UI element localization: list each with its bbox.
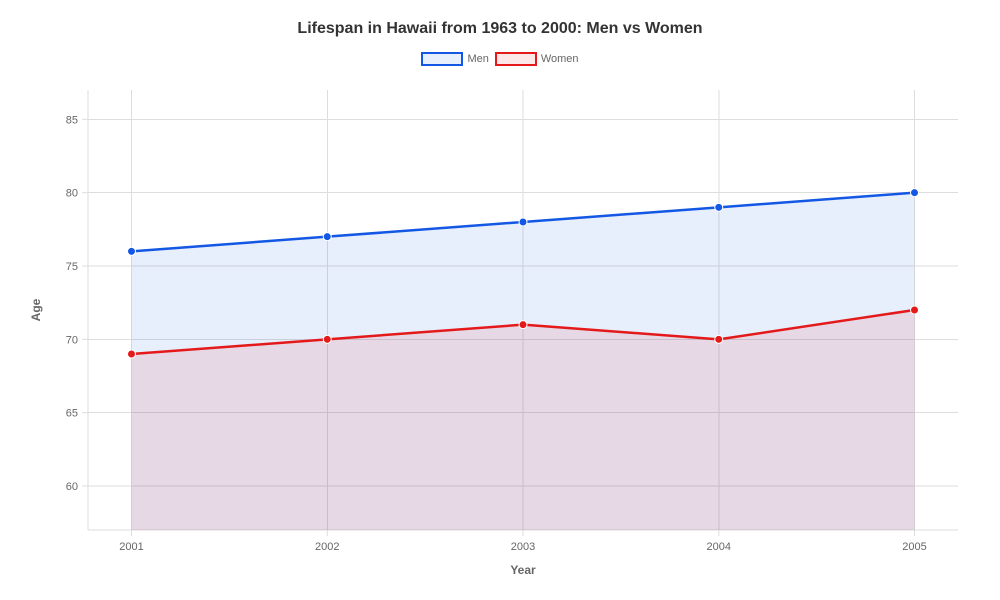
svg-text:65: 65 xyxy=(66,408,78,420)
marker-men[interactable] xyxy=(323,233,331,241)
svg-text:2001: 2001 xyxy=(119,541,143,553)
marker-men[interactable] xyxy=(911,189,919,197)
svg-text:75: 75 xyxy=(66,261,78,273)
svg-text:2005: 2005 xyxy=(902,541,926,553)
x-axis-title: Year xyxy=(510,563,536,577)
marker-women[interactable] xyxy=(128,350,136,358)
marker-men[interactable] xyxy=(128,247,136,255)
marker-women[interactable] xyxy=(911,306,919,314)
svg-text:2002: 2002 xyxy=(315,541,339,553)
marker-women[interactable] xyxy=(715,335,723,343)
svg-text:80: 80 xyxy=(66,188,78,200)
svg-text:70: 70 xyxy=(66,334,78,346)
marker-men[interactable] xyxy=(519,218,527,226)
svg-text:2004: 2004 xyxy=(707,541,731,553)
marker-women[interactable] xyxy=(519,321,527,329)
y-axis-title: Age xyxy=(29,298,43,321)
chart-container: Lifespan in Hawaii from 1963 to 2000: Me… xyxy=(0,0,1000,600)
svg-text:2003: 2003 xyxy=(511,541,535,553)
chart-plot: 60 65 70 75 80 85 2001 2002 2003 2004 2005 Age Year xyxy=(0,0,1000,600)
svg-text:60: 60 xyxy=(66,481,78,493)
marker-women[interactable] xyxy=(323,335,331,343)
svg-text:85: 85 xyxy=(66,114,78,126)
marker-men[interactable] xyxy=(715,203,723,211)
